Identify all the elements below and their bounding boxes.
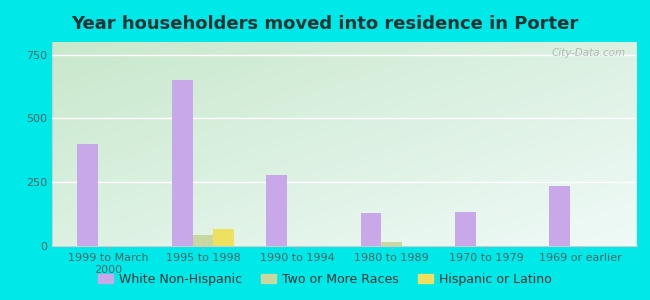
Bar [549,186,570,246]
Text: City-Data.com: City-Data.com [551,48,625,58]
Bar [382,242,402,246]
Legend: White Non-Hispanic, Two or More Races, Hispanic or Latino: White Non-Hispanic, Two or More Races, H… [93,268,557,291]
Bar [192,235,213,246]
Bar [213,230,234,246]
Bar [361,213,382,246]
Bar [77,144,98,246]
Bar [455,212,476,246]
Bar [266,175,287,246]
Text: Year householders moved into residence in Porter: Year householders moved into residence i… [72,15,578,33]
Bar [172,80,192,246]
